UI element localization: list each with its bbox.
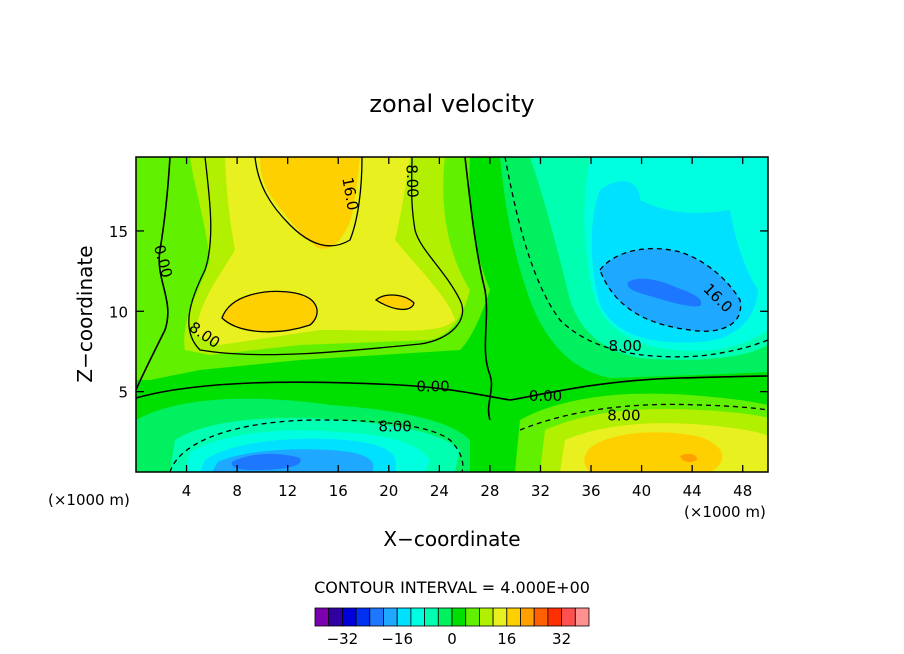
colorbar-swatch: [451, 607, 467, 627]
contour-lines: [136, 157, 768, 472]
colorbar-swatch: [355, 607, 371, 627]
colorbar-swatch: [369, 607, 384, 627]
x-tick-label: 32: [531, 482, 550, 500]
colorbar-swatch: [341, 607, 357, 627]
colorbar-tick-label: 0: [447, 630, 457, 648]
x-tick-label: 40: [632, 482, 651, 500]
contour-eight-left: [188, 157, 464, 356]
x-axis-label: X−coordinate: [383, 527, 520, 551]
y-ticks: 5 10 15: [109, 223, 768, 402]
contour-zero-left: [136, 157, 171, 391]
colorbar-swatch: [520, 607, 535, 627]
colorbar-tick-label: −32: [327, 630, 359, 648]
y-tick-label: 15: [109, 223, 128, 241]
contour-zero-lower: [136, 375, 768, 401]
x-tick-label: 44: [683, 482, 702, 500]
x-tick-label: 8: [232, 482, 242, 500]
x-units-left: (×1000 m): [48, 491, 130, 509]
core-negative-upper: [627, 278, 702, 307]
spot-lower-positive: [680, 453, 698, 463]
x-tick-label: 28: [480, 482, 499, 500]
colorbar-swatch: [478, 607, 494, 627]
contour-zero-center: [464, 157, 493, 421]
colorbar-swatch: [410, 607, 425, 627]
colorbar-swatch: [533, 607, 549, 627]
y-tick-label: 5: [118, 384, 128, 402]
colorbar-swatch: [465, 607, 480, 627]
colorbar-tick-label: 16: [497, 630, 516, 648]
x-units-right: (×1000 m): [684, 503, 766, 521]
colorbar-swatch: [328, 607, 343, 627]
contour-label: 16.0: [338, 176, 362, 212]
colorbar-tick-label: 32: [552, 630, 571, 648]
colorbar-swatch: [314, 607, 330, 627]
x-tick-label: 4: [182, 482, 192, 500]
contour-sixteen-mid: [221, 290, 318, 333]
contour-label: 0.00: [529, 387, 562, 405]
core-lower-positive: [584, 432, 723, 472]
x-ticks: 4 8 12 16 20 24 28 32 36 40 44 48: [182, 157, 752, 500]
plot-frame: [135, 156, 769, 473]
colorbar-swatch: [561, 607, 576, 627]
contour-interval-label: CONTOUR INTERVAL = 4.000E+00: [314, 578, 590, 597]
contour-label: 8.00: [607, 406, 640, 424]
colorbar-swatch: [396, 607, 412, 627]
x-tick-label: 24: [430, 482, 449, 500]
core-positive-mid: [222, 291, 318, 332]
core-positive-small: [376, 294, 414, 310]
colorbar-swatch: [492, 607, 508, 627]
colorbar-tick-label: −16: [381, 630, 413, 648]
x-tick-label: 12: [278, 482, 297, 500]
core-lower-negative: [231, 453, 301, 470]
contour-label: 8.00: [378, 418, 411, 436]
colorbar: −32 −16 0 16 32: [314, 607, 590, 648]
colorbar-swatch: [383, 607, 398, 627]
contour-sixteen-small: [374, 294, 415, 311]
contour-neg-eight-lower: [169, 419, 464, 472]
y-tick-label: 10: [109, 303, 128, 321]
x-tick-label: 36: [581, 482, 600, 500]
chart-title: zonal velocity: [369, 90, 534, 118]
colorbar-swatch: [574, 607, 590, 627]
contour-sixteen-left: [254, 157, 363, 247]
colorbar-swatch: [437, 607, 453, 627]
x-tick-label: 48: [733, 482, 752, 500]
x-tick-label: 16: [329, 482, 348, 500]
colorbar-swatch: [424, 607, 439, 627]
contour-label: 8.00: [402, 164, 421, 198]
colorbar-swatch: [506, 607, 521, 627]
x-tick-label: 20: [379, 482, 398, 500]
contour-neg-sixteen-right: [599, 247, 742, 332]
core-positive-upper: [260, 157, 360, 249]
contour-label: 8.00: [608, 337, 641, 355]
contour-neg-eight-right: [504, 157, 768, 358]
y-axis-label: Z−coordinate: [73, 245, 97, 382]
contour-label: 0.00: [416, 377, 449, 395]
colorbar-swatch: [547, 607, 563, 627]
filled-contours: [136, 157, 768, 472]
